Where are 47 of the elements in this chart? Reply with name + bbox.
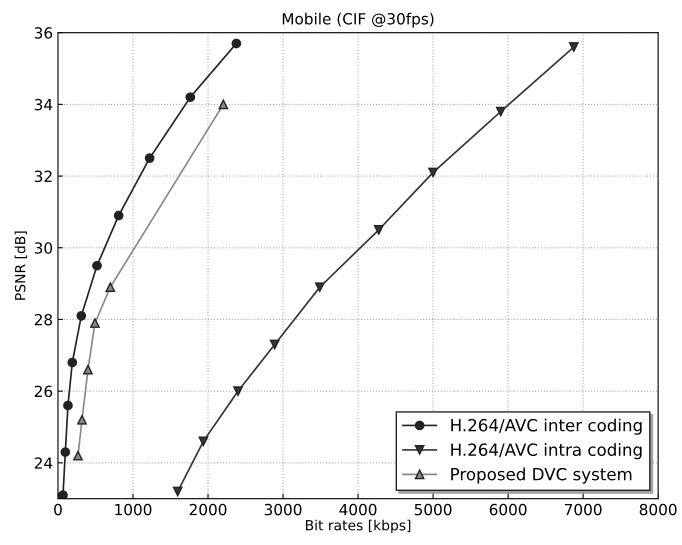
y-tick-label: 30	[34, 242, 52, 254]
point	[58, 490, 68, 499]
x-axis-title: Bit rates [kbps]	[306, 520, 410, 534]
y-tick-label: 34	[34, 98, 52, 110]
point	[144, 153, 155, 164]
chart-title: Mobile (CIF @30fps)	[282, 12, 434, 28]
point	[60, 447, 70, 457]
point	[73, 450, 83, 461]
point	[105, 282, 116, 292]
point	[67, 358, 78, 368]
point	[428, 168, 438, 178]
point	[76, 311, 86, 321]
x-tick-label: 0	[54, 504, 62, 516]
point	[92, 260, 102, 271]
point	[218, 100, 228, 110]
x-tick-label: 8000	[640, 504, 677, 516]
x-tick-label: 1000	[115, 504, 152, 516]
x-tick-label: 5000	[414, 504, 452, 516]
y-axis-title: PSNR [dB]	[14, 231, 28, 300]
x-tick-label: 2000	[190, 504, 226, 516]
x-tick-label: 4000	[339, 504, 376, 516]
point	[77, 414, 87, 425]
point	[90, 318, 100, 328]
y-tick-label: 24	[34, 457, 52, 469]
point	[172, 486, 183, 496]
point	[114, 210, 124, 220]
point	[314, 282, 325, 292]
x-tick-label: 3000	[264, 504, 302, 516]
point	[496, 106, 506, 116]
point	[270, 340, 280, 350]
point	[374, 224, 384, 235]
point	[568, 42, 579, 52]
legend-label: H.264/AVC intra coding	[451, 443, 642, 460]
point	[185, 92, 196, 102]
point	[233, 386, 243, 396]
legend-label: Proposed DVC system	[451, 468, 632, 484]
y-tick-label: 28	[34, 314, 52, 326]
y-tick-label: 26	[34, 386, 52, 398]
point	[63, 400, 73, 410]
x-tick-label: 6000	[490, 504, 527, 516]
legend-label: H.264/AVC inter coding	[451, 418, 642, 435]
point	[83, 364, 93, 374]
y-tick-label: 32	[34, 170, 52, 182]
y-tick-label: 36	[34, 27, 52, 39]
point	[198, 436, 208, 446]
x-tick-label: 7000	[564, 504, 602, 516]
point	[232, 38, 242, 48]
